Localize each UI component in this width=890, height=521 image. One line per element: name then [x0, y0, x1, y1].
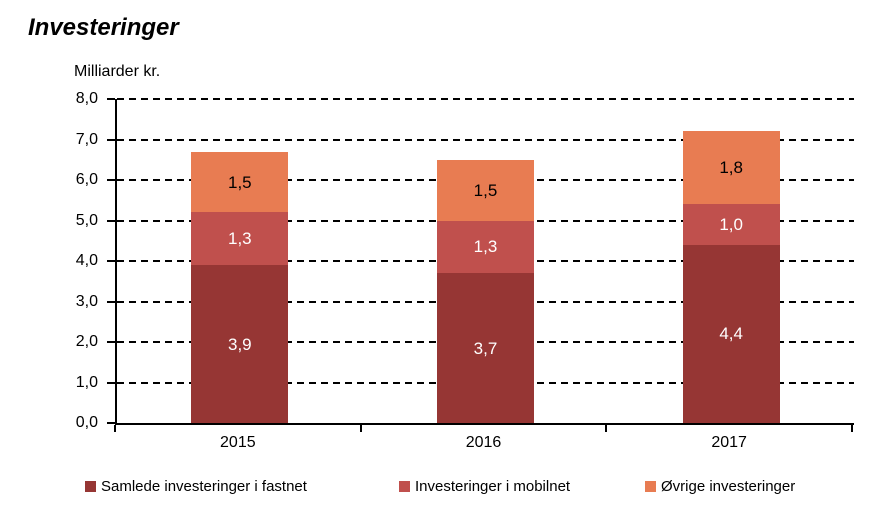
bar-segment: 1,3	[437, 220, 534, 274]
x-axis-tick-label: 2017	[711, 434, 747, 451]
bar-value-label: 1,5	[228, 172, 252, 192]
legend-swatch	[85, 481, 96, 492]
y-axis-tick-mark	[107, 341, 115, 343]
gridline	[117, 138, 854, 141]
bar-segment: 1,3	[191, 212, 289, 266]
legend-item: Samlede investeringer i fastnet	[85, 478, 307, 495]
bar-value-label: 3,9	[228, 334, 252, 354]
y-axis-tick-label: 1,0	[75, 373, 98, 391]
legend-label: Øvrige investeringer	[661, 478, 796, 495]
bar-value-label: 1,5	[473, 180, 498, 200]
y-axis-tick-label: 6,0	[75, 171, 98, 188]
x-axis-tick-mark	[605, 425, 608, 432]
legend-swatch	[399, 481, 410, 492]
x-axis-tick-mark	[359, 425, 362, 432]
y-axis-tick-label: 3,0	[75, 292, 98, 310]
legend-label: Investeringer i mobilnet	[415, 478, 571, 495]
plot-area: 3,9 1,3 1,5 3,7 1,3 1,5 4,4 1,0 1,8	[115, 98, 854, 425]
gridline	[117, 219, 854, 222]
bar-segment: 1,8	[682, 131, 780, 205]
gridline	[117, 98, 854, 100]
bar-segment: 3,9	[191, 265, 289, 423]
y-axis-tick-mark	[107, 422, 115, 424]
x-axis-tick-mark	[114, 425, 116, 432]
y-axis-tick-mark	[107, 179, 115, 181]
bar-segment: 1,5	[191, 151, 289, 213]
y-axis-tick-label: 7,0	[75, 130, 98, 148]
chart-title: Investeringer	[28, 14, 179, 41]
x-axis-tick-mark	[851, 425, 853, 432]
x-axis-tick-label: 2016	[465, 434, 502, 451]
y-axis-tick-label: 0,0	[75, 414, 98, 431]
bar-segment: 1,5	[437, 159, 534, 221]
y-axis-tick-label: 4,0	[75, 252, 98, 269]
y-axis-tick-mark	[107, 98, 115, 100]
bar-value-label: 1,3	[228, 229, 252, 249]
y-axis-tick-label: 5,0	[75, 211, 98, 229]
bar-value-label: 1,3	[473, 237, 498, 257]
legend-swatch	[645, 481, 656, 492]
legend-label: Samlede investeringer i fastnet	[101, 478, 307, 495]
bar-value-label: 4,4	[719, 324, 743, 344]
y-axis-tick-mark	[107, 300, 115, 303]
bar-segment: 3,7	[437, 273, 534, 423]
y-axis-tick-mark	[107, 138, 115, 141]
y-axis-tick-mark	[107, 260, 115, 262]
y-axis-unit-label: Milliarder kr.	[74, 63, 161, 80]
bar-segment: 4,4	[682, 244, 780, 423]
bar-segment: 1,0	[682, 204, 780, 245]
bar-value-label: 1,0	[719, 215, 743, 235]
y-axis-tick-mark	[107, 219, 115, 222]
x-axis-tick-label: 2015	[220, 434, 256, 451]
legend-item: Investeringer i mobilnet	[399, 478, 570, 495]
bar-value-label: 1,8	[719, 158, 743, 178]
bar-value-label: 3,7	[473, 338, 498, 358]
y-axis-tick-label: 2,0	[75, 333, 98, 350]
y-axis-tick-mark	[107, 381, 115, 384]
legend-item: Øvrige investeringer	[645, 478, 795, 495]
y-axis-tick-label: 8,0	[75, 90, 98, 107]
